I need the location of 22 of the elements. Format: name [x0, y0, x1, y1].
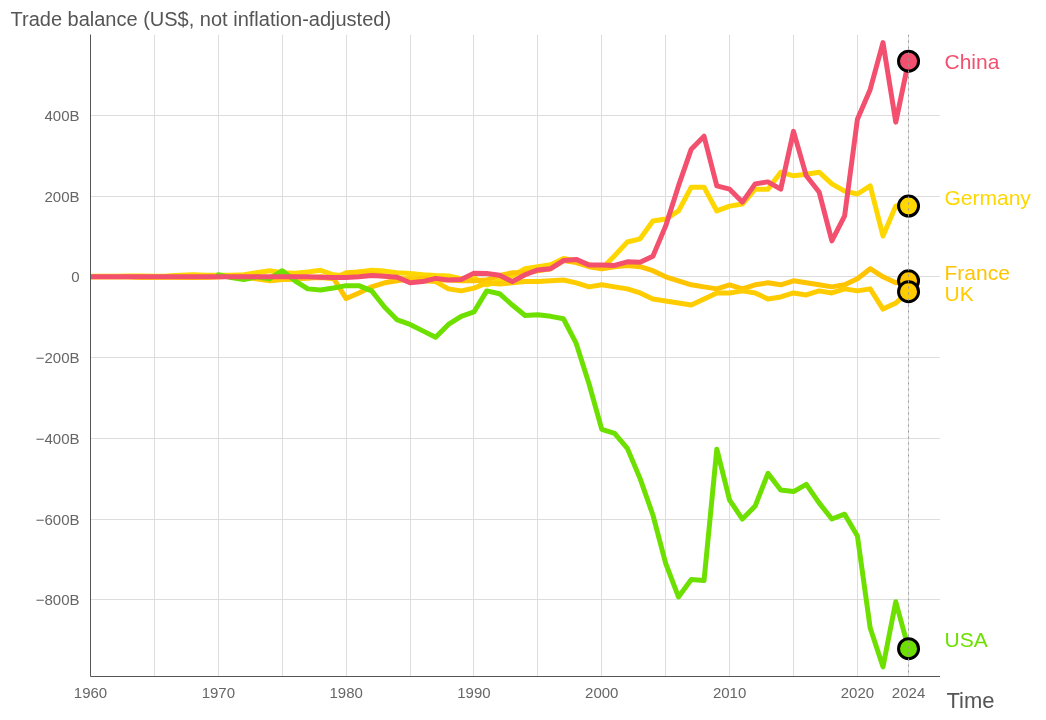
x-tick-label: 1970 [201, 683, 236, 701]
series-label: USA [944, 628, 988, 652]
x-tick-label: 1980 [329, 683, 363, 701]
series-label: France [944, 260, 1010, 284]
chart-title: Trade balance (US$, not inflation-adjusted) [10, 7, 392, 30]
series-label: China [944, 49, 1000, 73]
y-tick-label: −200B [35, 349, 80, 367]
y-tick-label: −400B [35, 429, 80, 447]
y-tick-label: −800B [35, 591, 80, 609]
y-tick-label: 400B [44, 106, 80, 124]
x-tick-label: 2024 [891, 683, 926, 701]
x-tick-label: 2000 [585, 683, 619, 701]
x-tick-label: 2010 [712, 683, 747, 701]
series-label: Germany [944, 185, 1032, 209]
x-tick-label: 2020 [840, 683, 875, 701]
y-tick-label: −600B [35, 510, 80, 528]
x-tick-label: 1990 [457, 683, 491, 701]
series-label: UK [944, 282, 974, 306]
y-tick-label: 200B [44, 187, 80, 205]
x-tick-label: 1960 [73, 683, 108, 701]
y-tick-label: 0 [71, 268, 80, 286]
x-axis-title: Time [946, 687, 995, 713]
